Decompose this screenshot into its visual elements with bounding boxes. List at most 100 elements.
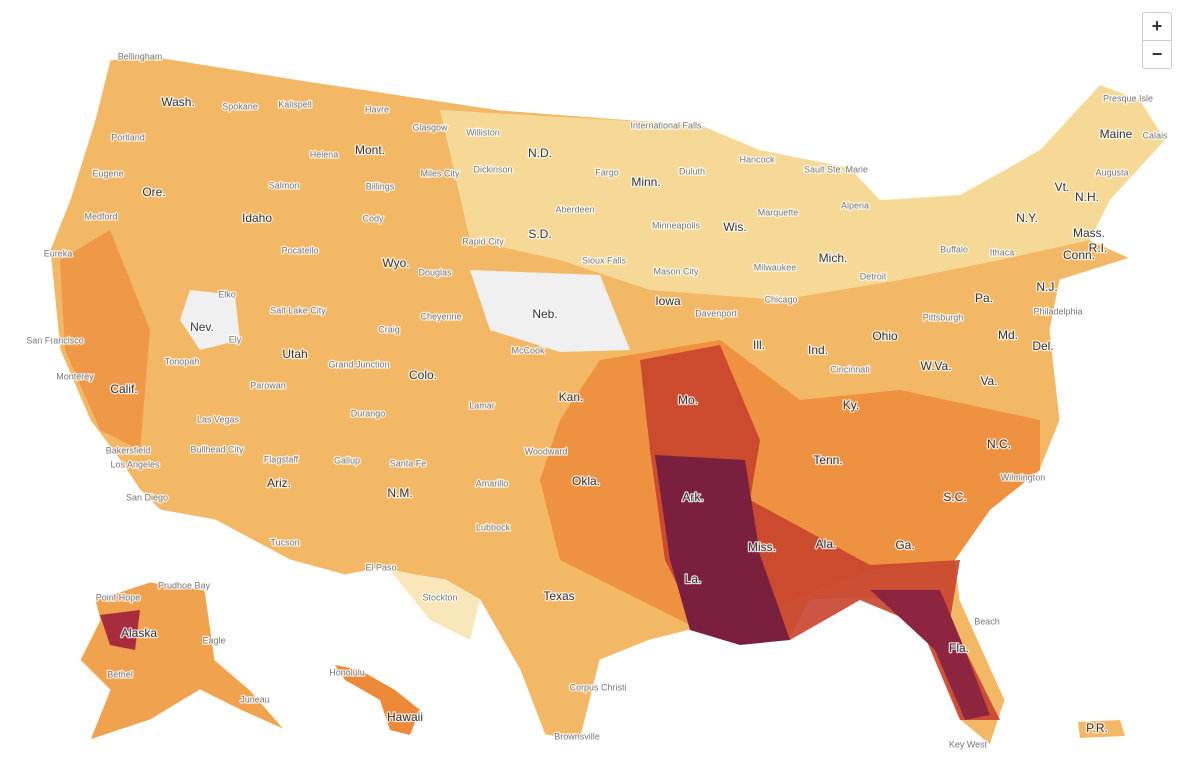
- city-label: Rapid City: [462, 236, 504, 246]
- state-label: N.H.: [1075, 190, 1099, 204]
- dark-region: [655, 455, 790, 645]
- city-label: Point Hope: [96, 592, 141, 602]
- state-label: Hawaii: [387, 710, 423, 724]
- state-label: Neb.: [532, 307, 557, 321]
- no-data-region: [470, 270, 630, 352]
- city-label: Aberdeen: [555, 204, 594, 214]
- state-label: Ariz.: [267, 476, 291, 490]
- state-label: Utah: [282, 347, 307, 361]
- city-label: Cincinnati: [830, 364, 870, 374]
- city-label: San Diego: [126, 492, 168, 502]
- city-label: Billings: [366, 181, 395, 191]
- city-label: San Francisco: [26, 335, 84, 345]
- state-label: Nev.: [190, 320, 214, 334]
- city-label: Mason City: [653, 266, 699, 276]
- city-label: Bakersfield: [106, 445, 151, 455]
- state-label: R.I.: [1089, 241, 1108, 255]
- state-label: Pa.: [975, 291, 993, 305]
- city-label: Bellingham: [118, 51, 163, 61]
- state-label: Iowa: [655, 294, 681, 308]
- city-label: Honolulu: [329, 667, 365, 677]
- state-label: N.M.: [387, 486, 412, 500]
- city-label: Juneau: [240, 694, 270, 704]
- state-label: Mont.: [355, 143, 385, 157]
- zoom-in-button[interactable]: +: [1151, 16, 1163, 36]
- hawaii: [335, 665, 420, 735]
- state-label: La.: [685, 572, 702, 586]
- state-label: Texas: [543, 589, 574, 603]
- state-label: W.Va.: [920, 359, 951, 373]
- state-label: Tenn.: [813, 453, 842, 467]
- city-label: Hancock: [739, 154, 775, 164]
- city-label: Presque Isle: [1103, 93, 1153, 103]
- zoom-out-button[interactable]: −: [1143, 40, 1171, 68]
- alaska-dark: [100, 610, 140, 650]
- state-label: Okla.: [572, 474, 600, 488]
- city-label: Douglas: [418, 267, 452, 277]
- city-label: Williston: [466, 127, 500, 137]
- city-label: Amarillo: [476, 478, 509, 488]
- state-label: S.D.: [528, 227, 551, 241]
- state-label: Wis.: [723, 220, 746, 234]
- orange-region: [60, 230, 150, 450]
- city-label: Wilmington: [1001, 472, 1046, 482]
- city-label: Havre: [365, 104, 389, 114]
- city-label: Minneapolis: [652, 220, 701, 230]
- dark-region: [870, 590, 990, 720]
- state-label: Alaska: [121, 626, 157, 640]
- state-label: S.C.: [943, 490, 966, 504]
- no-data-region: [180, 290, 240, 350]
- city-label: Durango: [351, 408, 386, 418]
- state-label: N.Y.: [1016, 211, 1038, 225]
- city-label: Duluth: [679, 166, 705, 176]
- city-label: Salmon: [269, 180, 300, 190]
- state-label: Ark.: [682, 490, 703, 504]
- state-label: Vt.: [1055, 180, 1070, 194]
- city-label: Tucson: [270, 537, 299, 547]
- state-label: Fla.: [949, 641, 969, 655]
- city-label: Salt Lake City: [270, 305, 326, 315]
- city-label: Bethel: [107, 669, 133, 679]
- city-label: Detroit: [860, 271, 887, 281]
- state-label: N.D.: [528, 146, 552, 160]
- city-label: Glasgow: [412, 122, 448, 132]
- city-label: Fargo: [595, 167, 619, 177]
- state-label: Mo.: [678, 393, 698, 407]
- puerto-rico: [1078, 720, 1125, 738]
- city-label: Portland: [111, 132, 145, 142]
- state-label: Conn.: [1063, 248, 1095, 262]
- state-label: N.C.: [987, 437, 1011, 451]
- city-label: Alpena: [841, 200, 869, 210]
- city-label: Bullhead City: [190, 444, 244, 454]
- city-label: Ithaca: [990, 247, 1015, 257]
- light-region: [390, 570, 480, 640]
- city-label: McCook: [511, 345, 545, 355]
- city-label: Sault Ste. Marie: [804, 164, 868, 174]
- city-label: Gallup: [334, 455, 360, 465]
- state-label: Idaho: [242, 211, 272, 225]
- city-label: Ely: [229, 334, 242, 344]
- city-label: Parowan: [250, 380, 286, 390]
- city-label: Beach: [974, 616, 1000, 626]
- light-region: [440, 85, 1165, 300]
- city-label: Brownsville: [554, 731, 600, 741]
- city-label: Monterey: [56, 371, 94, 381]
- city-label: Craig: [378, 324, 400, 334]
- state-label: Wyo.: [382, 256, 409, 270]
- city-label: International Falls: [630, 120, 702, 130]
- city-label: Grand Junction: [328, 359, 389, 369]
- city-label: Helena: [310, 149, 339, 159]
- city-label: Augusta: [1095, 167, 1128, 177]
- state-label: Ill.: [753, 338, 765, 352]
- city-label: Elko: [218, 289, 236, 299]
- state-label: Minn.: [631, 175, 660, 189]
- state-label: Ala.: [816, 537, 837, 551]
- state-label: Mich.: [819, 251, 848, 265]
- city-label: Key West: [949, 739, 988, 749]
- city-label: Woodward: [525, 446, 568, 456]
- city-label: Marquette: [758, 207, 799, 217]
- city-label: Prudhoe Bay: [158, 580, 211, 590]
- city-label: Eugene: [92, 168, 123, 178]
